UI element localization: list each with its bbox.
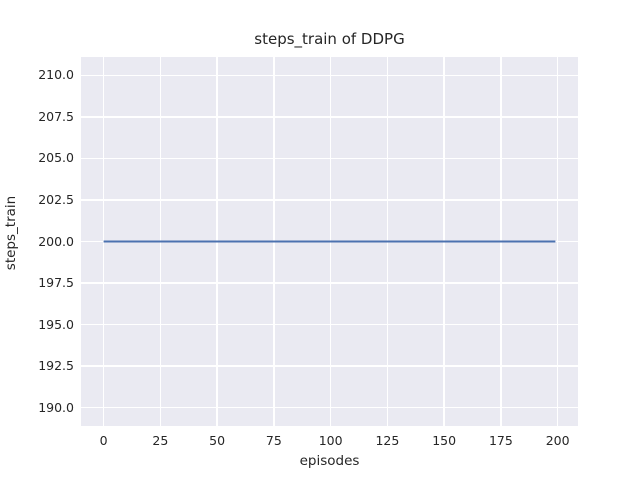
y-tick-label: 195.0 <box>38 316 74 332</box>
y-tick-label: 200.0 <box>38 233 74 249</box>
y-tick-label: 210.0 <box>38 67 74 83</box>
y-axis-label-text: steps_train <box>3 195 19 271</box>
y-gridline <box>81 365 578 367</box>
y-gridline <box>81 406 578 409</box>
y-gridline <box>81 199 578 201</box>
x-tick-label: 100 <box>318 433 343 448</box>
y-tick-label: 202.5 <box>38 191 74 207</box>
plot-area <box>81 57 578 426</box>
x-tick-label: 200 <box>545 433 570 448</box>
y-gridline <box>81 116 578 118</box>
series-layer <box>103 240 556 243</box>
y-tick-label: 192.5 <box>38 358 74 374</box>
x-tick-label: 175 <box>488 433 513 448</box>
x-tick-label: 25 <box>152 433 169 448</box>
y-tick-label: 207.5 <box>38 108 74 124</box>
y-gridline <box>81 74 578 77</box>
y-tick-label: 190.0 <box>38 399 74 415</box>
chart-title: steps_train of DDPG <box>254 30 405 48</box>
x-tick-label: 0 <box>99 433 108 448</box>
x-tick-label: 150 <box>432 433 457 448</box>
x-tick-label: 125 <box>375 433 400 448</box>
y-tick-label: 205.0 <box>38 150 74 166</box>
y-gridline <box>81 323 578 326</box>
x-tick-label: 50 <box>209 433 226 448</box>
y-gridline <box>81 157 578 160</box>
x-tick-label: 75 <box>265 433 282 448</box>
y-gridline <box>81 282 578 284</box>
y-tick-label: 197.5 <box>38 275 74 291</box>
x-axis-label: episodes <box>299 453 360 469</box>
